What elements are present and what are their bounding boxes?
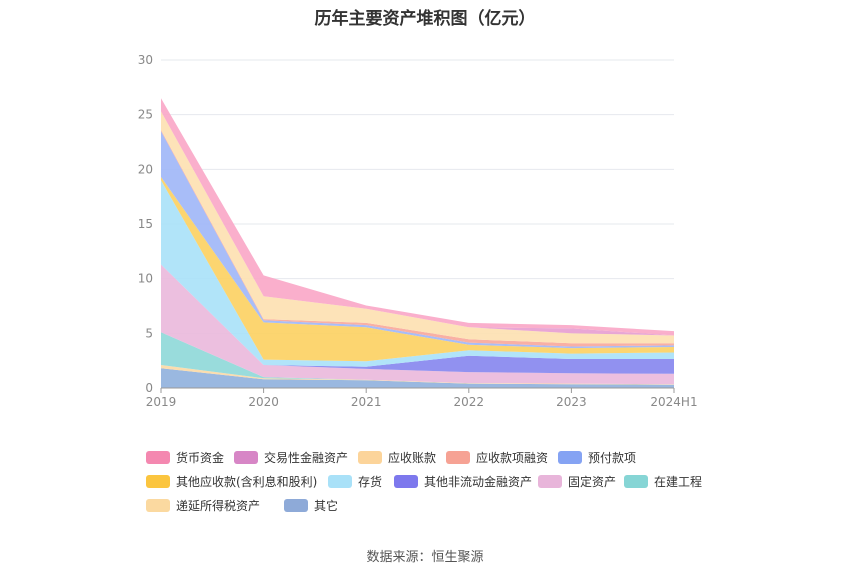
legend-swatch [146, 474, 170, 488]
legend-swatch [538, 474, 562, 488]
data-source: 数据来源：恒生聚源 [366, 550, 484, 565]
y-tick-label: 10 [138, 272, 153, 286]
x-tick-label: 2024H1 [650, 395, 697, 409]
legend-swatch [446, 450, 470, 464]
y-tick-label: 5 [145, 326, 153, 340]
legend-swatch [624, 474, 648, 488]
legend-item[interactable]: 预付款项 [558, 450, 637, 465]
legend-swatch [146, 450, 170, 464]
legend-item[interactable]: 交易性金融资产 [234, 450, 349, 465]
legend-item[interactable]: 其他非流动金融资产 [394, 474, 533, 489]
legend-label: 应收款项融资 [476, 450, 549, 465]
x-tick-label: 2022 [454, 395, 485, 409]
x-tick-label: 2019 [146, 395, 177, 409]
legend-label: 应收账款 [388, 450, 437, 465]
y-tick-label: 20 [138, 162, 153, 176]
legend-swatch [234, 450, 258, 464]
legend-item[interactable]: 应收账款 [358, 450, 437, 465]
legend-label: 在建工程 [654, 474, 703, 489]
x-tick-label: 2020 [248, 395, 279, 409]
legend-swatch [284, 498, 308, 512]
legend-swatch [558, 450, 582, 464]
area-series [161, 368, 674, 388]
y-tick-label: 25 [138, 108, 153, 122]
chart-title: 历年主要资产堆积图（亿元） [314, 9, 536, 29]
legend-item[interactable]: 固定资产 [538, 474, 617, 489]
legend-item[interactable]: 递延所得税资产 [146, 498, 261, 513]
legend-label: 货币资金 [176, 450, 225, 465]
legend-swatch [328, 474, 352, 488]
y-tick-label: 15 [138, 217, 153, 231]
legend-label: 其他应收款(含利息和股利) [176, 474, 318, 489]
legend-label: 递延所得税资产 [176, 498, 261, 513]
legend-item[interactable]: 货币资金 [146, 450, 225, 465]
legend-label: 交易性金融资产 [264, 450, 349, 465]
legend-item[interactable]: 存货 [328, 474, 383, 489]
area-series [161, 264, 674, 374]
legend-label: 预付款项 [588, 450, 637, 465]
legend-swatch [146, 498, 170, 512]
legend-label: 存货 [358, 474, 383, 489]
legend-swatch [358, 450, 382, 464]
legend-label: 固定资产 [568, 474, 617, 489]
legend-label: 其他非流动金融资产 [424, 474, 533, 489]
legend-item[interactable]: 其他应收款(含利息和股利) [146, 474, 318, 489]
x-tick-label: 2023 [556, 395, 587, 409]
legend-item[interactable]: 应收款项融资 [446, 450, 549, 465]
x-tick-label: 2021 [351, 395, 382, 409]
y-tick-label: 0 [145, 381, 153, 395]
legend-swatch [394, 474, 418, 488]
y-tick-label: 30 [138, 53, 153, 67]
legend-label: 其它 [314, 498, 339, 513]
stacked-area-chart: 0 5 10 15 20 25 30 2019 2020 2021 2022 2023 2024H1 [138, 53, 698, 409]
legend-item[interactable]: 在建工程 [624, 474, 703, 489]
legend-item[interactable]: 其它 [284, 498, 339, 513]
